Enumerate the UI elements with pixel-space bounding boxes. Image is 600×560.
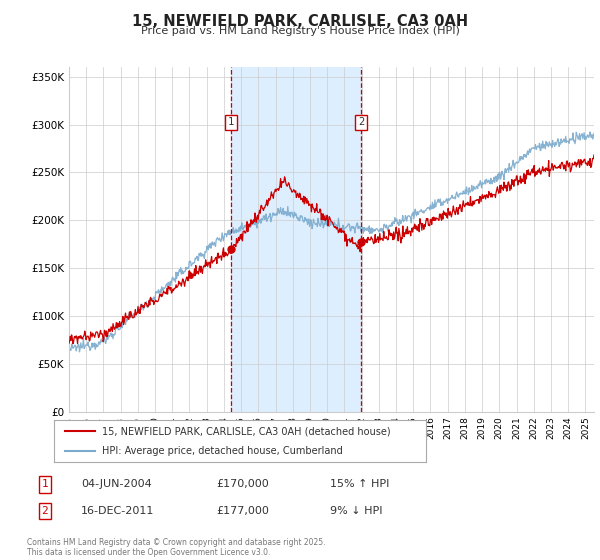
Text: 15, NEWFIELD PARK, CARLISLE, CA3 0AH: 15, NEWFIELD PARK, CARLISLE, CA3 0AH [132,14,468,29]
Text: 16-DEC-2011: 16-DEC-2011 [81,506,154,516]
Text: 2: 2 [41,506,49,516]
Text: 1: 1 [228,117,234,127]
Text: Price paid vs. HM Land Registry's House Price Index (HPI): Price paid vs. HM Land Registry's House … [140,26,460,36]
Text: HPI: Average price, detached house, Cumberland: HPI: Average price, detached house, Cumb… [103,446,343,456]
Text: 04-JUN-2004: 04-JUN-2004 [81,479,152,489]
Text: £170,000: £170,000 [216,479,269,489]
Text: Contains HM Land Registry data © Crown copyright and database right 2025.
This d: Contains HM Land Registry data © Crown c… [27,538,325,557]
Text: £177,000: £177,000 [216,506,269,516]
Bar [231,67,361,412]
Text: 15% ↑ HPI: 15% ↑ HPI [330,479,389,489]
Text: 2: 2 [358,117,364,127]
Text: 9% ↓ HPI: 9% ↓ HPI [330,506,383,516]
Text: 15, NEWFIELD PARK, CARLISLE, CA3 0AH (detached house): 15, NEWFIELD PARK, CARLISLE, CA3 0AH (de… [103,426,391,436]
Text: 1: 1 [41,479,49,489]
